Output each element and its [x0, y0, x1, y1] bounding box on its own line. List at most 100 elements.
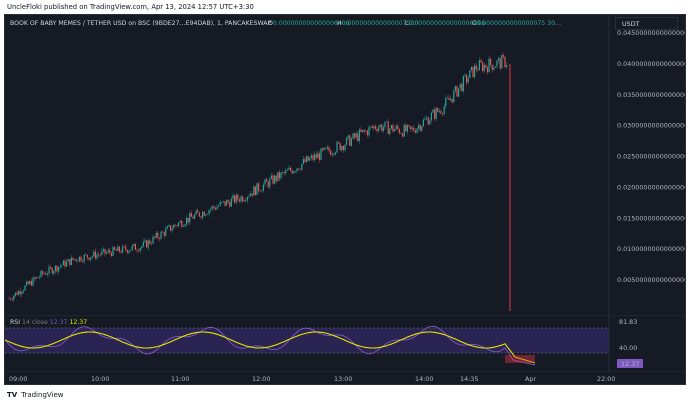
candle-body — [43, 273, 45, 275]
candle-body — [202, 211, 204, 218]
rsi-legend: RSI 14 close 12.37 12.37 — [10, 319, 87, 326]
candle-body — [229, 202, 231, 207]
candle-body — [26, 281, 28, 286]
candle-body — [22, 290, 24, 293]
close-value: 0.0000000000000075 30… — [476, 20, 561, 27]
candle-body — [494, 66, 496, 68]
candle-body — [466, 75, 468, 83]
candle-body — [309, 157, 311, 161]
time-axis-label: 14:00 — [415, 375, 433, 383]
candle-body — [443, 106, 445, 115]
candle-body — [288, 167, 290, 170]
candle-body — [453, 90, 455, 103]
candle-body — [64, 260, 66, 267]
candle-body — [94, 251, 96, 259]
candle-body — [141, 246, 143, 249]
candle-body — [16, 292, 18, 295]
candle-body — [314, 154, 316, 160]
candle-body — [234, 195, 236, 203]
candle-body — [398, 129, 400, 134]
candle-body — [170, 225, 172, 231]
candle-body — [214, 207, 216, 210]
candle-body — [157, 232, 159, 238]
candle-body — [275, 175, 277, 182]
candle-body — [82, 261, 84, 262]
candle-body — [496, 60, 498, 67]
candle-body — [187, 217, 189, 223]
candle-body — [435, 107, 437, 119]
candle-body — [13, 295, 15, 300]
rsi-axis-label-lower: 40.00 — [619, 344, 637, 352]
ohlc-close: C0.0000000000000075 30… — [472, 20, 561, 27]
candle-body — [312, 155, 314, 160]
candle-body — [133, 244, 135, 246]
candle-body — [50, 266, 52, 269]
candle-body — [266, 179, 268, 182]
published-header: UncleFloki published on TradingView.com,… — [7, 3, 254, 11]
candle-body — [200, 216, 202, 218]
candle-body — [10, 298, 12, 300]
rsi-pane[interactable]: RSI 14 close 12.37 12.37 81.83 40.00 12.… — [5, 315, 686, 371]
candle-body — [349, 135, 351, 146]
candle-body — [462, 76, 464, 92]
candle-body — [486, 67, 488, 73]
price-axis[interactable]: 0.045000000000000000 0.040000000000000000… — [617, 29, 686, 284]
candle-body — [413, 127, 415, 131]
symbol-name: BOOK OF BABY MEMES / TETHER USD on BSC (… — [10, 20, 271, 27]
price-pane[interactable]: 0.045000000000000000 0.040000000000000000… — [5, 15, 686, 315]
candle-body — [491, 64, 493, 70]
ohlc-low: L0.000000000000006406 — [405, 20, 485, 27]
high-value: 0.000000000000007530 — [342, 20, 419, 27]
candle-body — [456, 85, 458, 97]
candle-body — [333, 153, 335, 155]
time-axis[interactable]: 09:00 10:00 11:00 12:00 13:00 14:00 14:35 Apr 22… — [5, 371, 686, 385]
candle-body — [366, 130, 368, 136]
chart-area[interactable]: 0.045000000000000000 0.040000000000000000… — [4, 14, 686, 385]
currency-selector[interactable]: USDT — [615, 17, 678, 30]
candle-body — [448, 97, 450, 101]
rsi-line — [5, 325, 536, 366]
candle-body — [445, 98, 447, 107]
candle-body — [394, 129, 396, 132]
candle-body — [122, 246, 124, 253]
candle-body — [203, 211, 205, 216]
candle-body — [323, 147, 325, 151]
candle-body — [269, 178, 271, 187]
candle-body — [58, 266, 60, 272]
candle-body — [477, 69, 479, 71]
candle-body — [211, 206, 213, 210]
rsi-oversold-fill — [505, 355, 535, 363]
candle-body — [363, 130, 365, 132]
candle-body — [338, 142, 340, 143]
ohlc-open: O0.000000000000006406 — [268, 20, 350, 27]
candle-body — [426, 117, 428, 119]
candle-body — [411, 127, 413, 130]
candle-body — [272, 175, 274, 184]
candle-body — [474, 65, 476, 78]
candle-body — [246, 196, 248, 201]
candle-body — [350, 138, 352, 146]
candle-body — [136, 250, 138, 251]
candle-body — [347, 135, 349, 138]
candle-body — [149, 240, 151, 244]
candle-body — [107, 250, 109, 253]
candle-body — [432, 109, 434, 113]
candle-body — [216, 206, 218, 210]
candle-body — [38, 276, 40, 278]
rsi-ma-line — [5, 331, 536, 364]
candle-body — [139, 248, 141, 252]
candle-body — [259, 190, 261, 192]
candle-body — [419, 125, 421, 131]
candle-body — [155, 232, 157, 238]
candle-body — [283, 172, 285, 174]
candle-body — [373, 126, 375, 128]
candle-body — [506, 64, 508, 68]
candle-body — [253, 186, 255, 196]
candle-body — [322, 148, 324, 151]
candle-body — [213, 206, 215, 208]
candle-body — [317, 153, 319, 158]
candle-body — [238, 199, 240, 202]
candle-body — [173, 224, 175, 229]
candle-body — [54, 265, 56, 272]
time-axis-label: 22:00 — [597, 375, 615, 383]
